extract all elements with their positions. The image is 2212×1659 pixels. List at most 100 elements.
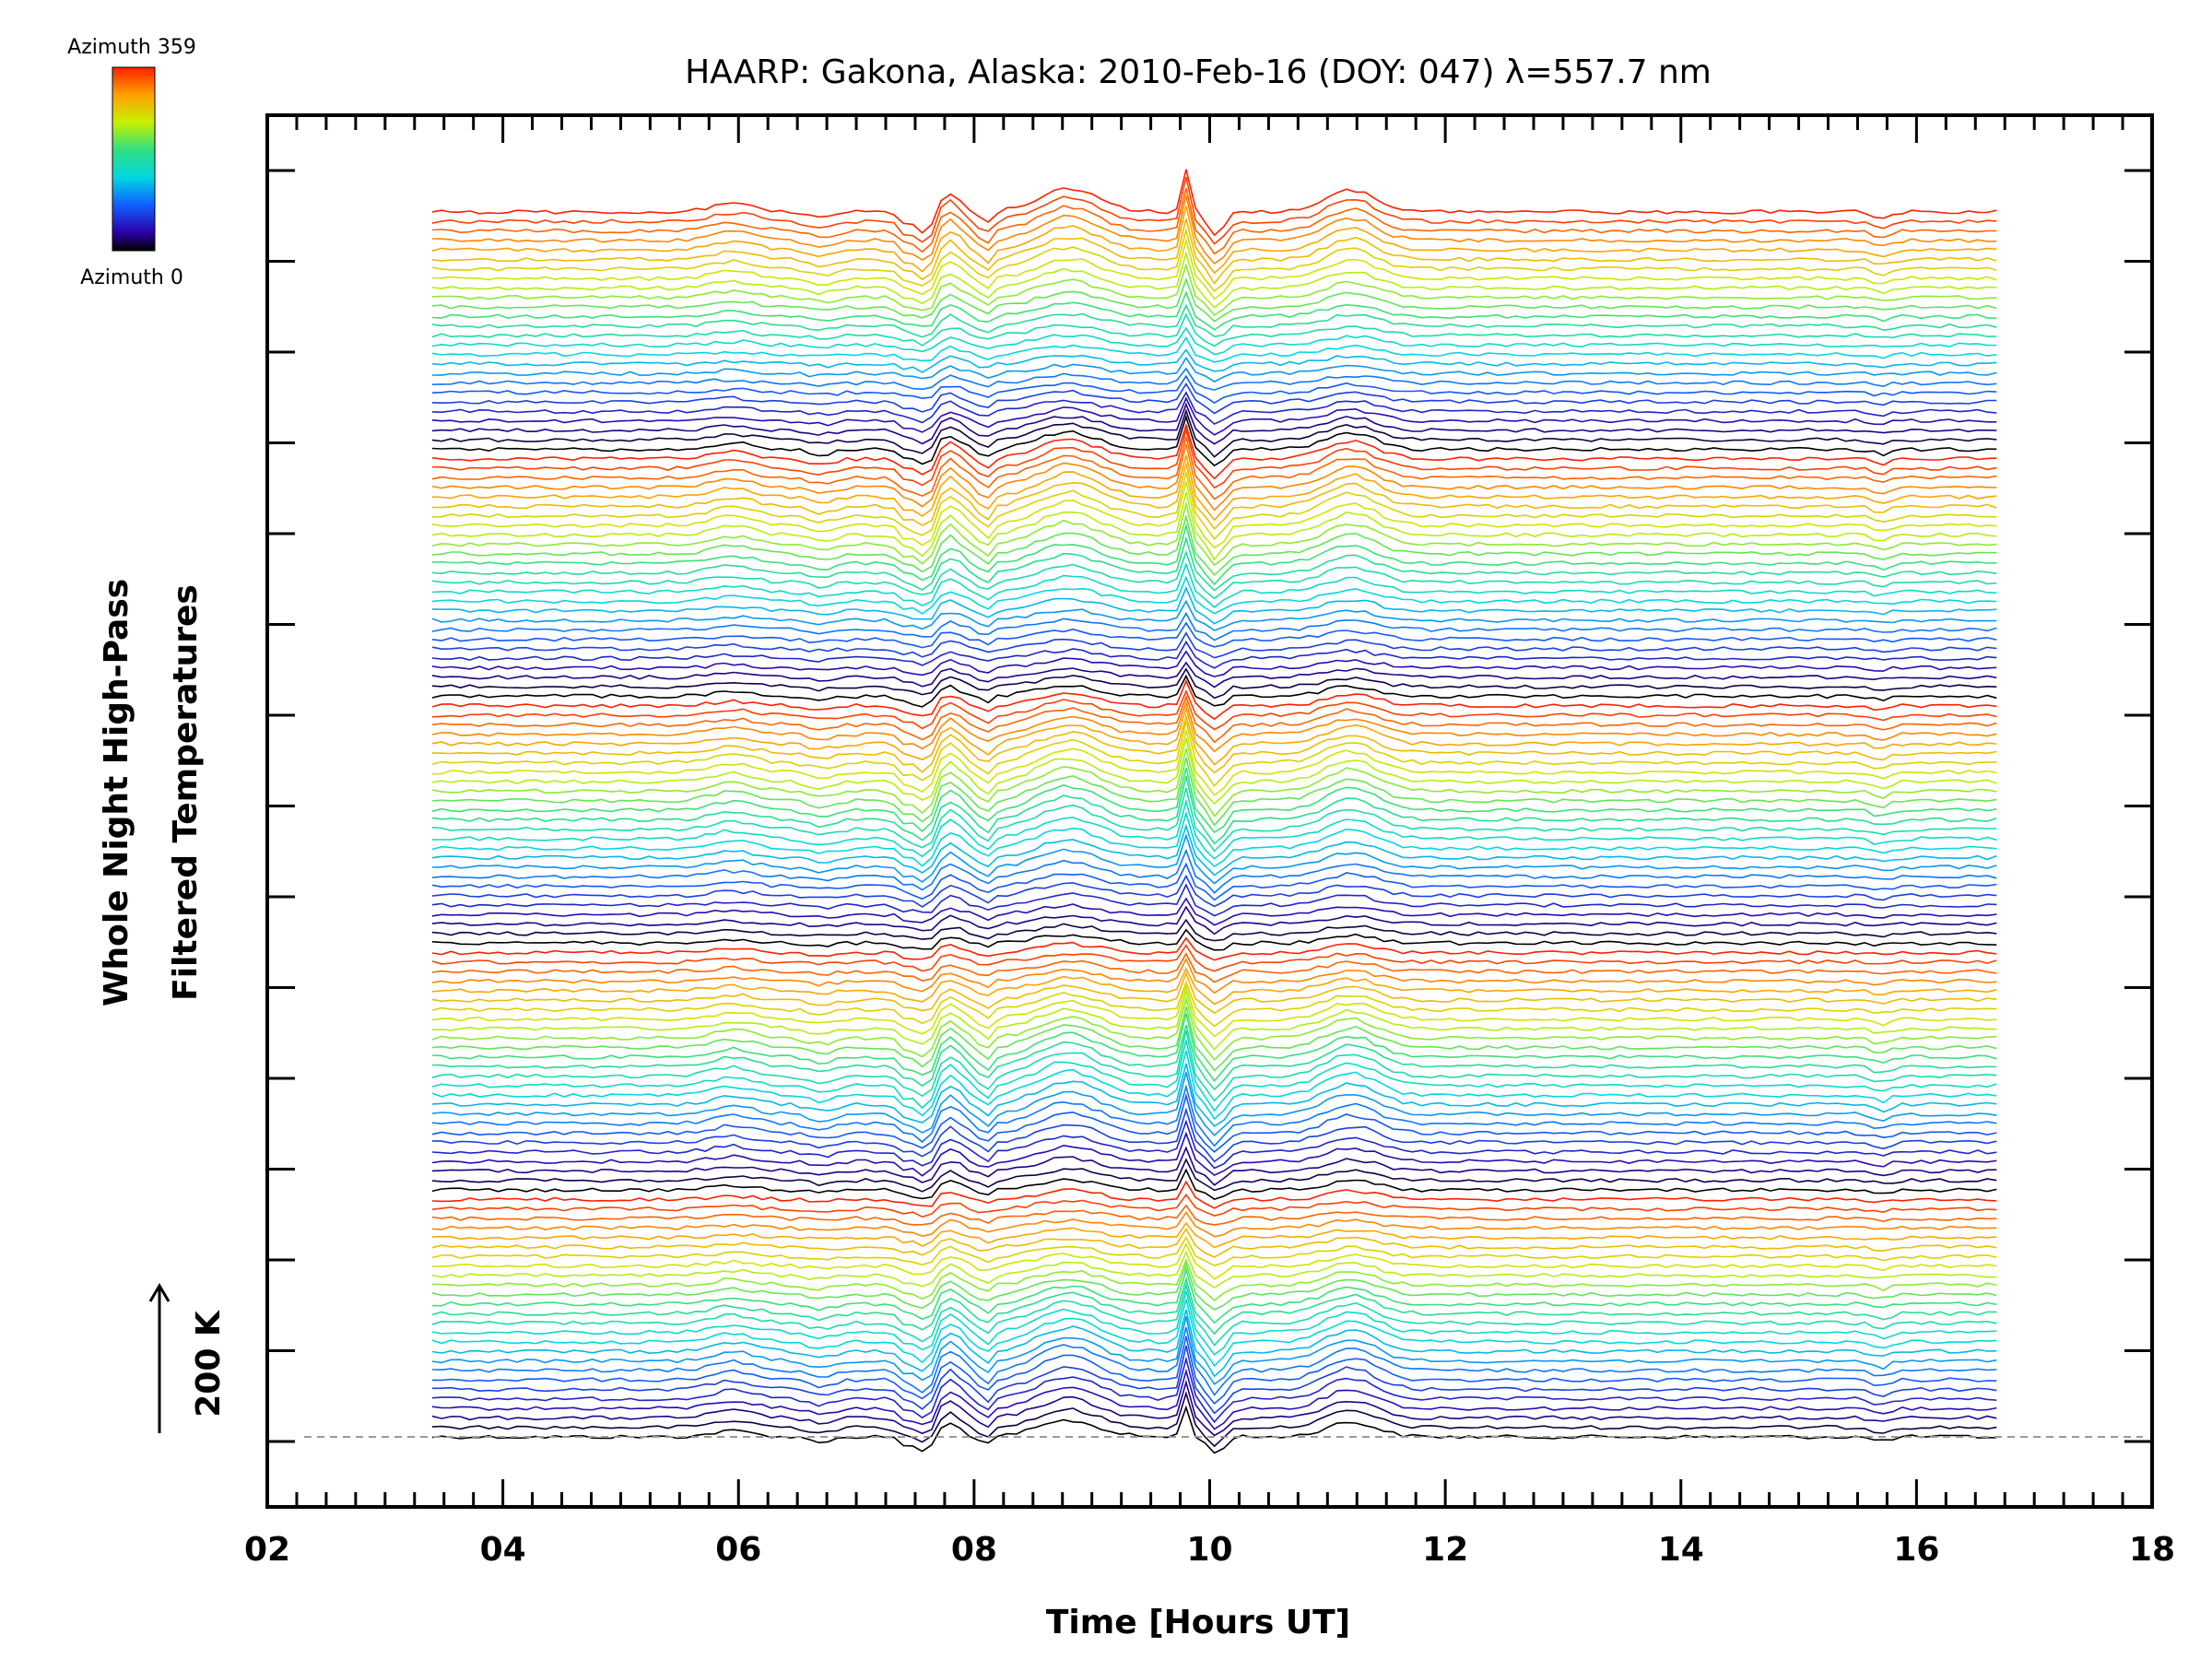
temperature-trace bbox=[431, 1072, 1997, 1136]
temperature-trace bbox=[431, 1168, 1997, 1200]
temperature-trace bbox=[431, 357, 1997, 383]
temperature-trace bbox=[431, 463, 1997, 530]
scale-bar: 200 K bbox=[148, 1283, 228, 1433]
temperature-trace bbox=[431, 640, 1997, 669]
temperature-trace bbox=[431, 218, 1997, 285]
temperature-trace bbox=[431, 414, 1997, 467]
temperature-trace bbox=[431, 491, 1997, 561]
temperature-trace bbox=[431, 1193, 1997, 1218]
temperature-trace bbox=[431, 169, 1997, 237]
temperature-trace bbox=[431, 787, 1997, 853]
temperature-trace bbox=[431, 905, 1997, 935]
temperature-trace bbox=[431, 348, 1997, 373]
temperature-trace bbox=[431, 1146, 1997, 1186]
temperature-trace bbox=[431, 996, 1997, 1061]
temperature-trace bbox=[431, 561, 1997, 608]
x-tick-labels: 02 04 06 08 10 12 14 16 18 bbox=[244, 1531, 2175, 1569]
temperature-trace bbox=[431, 988, 1997, 1051]
temperature-trace bbox=[431, 326, 1997, 356]
temperature-trace bbox=[431, 747, 1997, 818]
temperature-trace bbox=[431, 674, 1997, 708]
x-tick-label: 10 bbox=[1186, 1531, 1232, 1569]
temperature-trace bbox=[431, 971, 1997, 1015]
temperature-trace bbox=[431, 1309, 1997, 1378]
temperature-trace bbox=[431, 730, 1997, 796]
temperature-trace bbox=[431, 944, 1997, 972]
temperature-trace bbox=[431, 1013, 1997, 1082]
temperature-trace bbox=[431, 611, 1997, 641]
temperature-trace bbox=[431, 1335, 1997, 1406]
temperature-trace bbox=[431, 176, 1997, 245]
temperature-trace bbox=[431, 1227, 1997, 1258]
x-tick-label: 06 bbox=[715, 1531, 761, 1569]
temperature-trace bbox=[431, 1040, 1997, 1112]
chart-title: HAARP: Gakona, Alaska: 2010-Feb-16 (DOY:… bbox=[685, 53, 1712, 91]
x-tick-label: 04 bbox=[480, 1531, 526, 1569]
x-tick-label: 02 bbox=[244, 1531, 290, 1569]
x-tick-label: 14 bbox=[1658, 1531, 1704, 1569]
temperature-trace bbox=[431, 1282, 1997, 1347]
temperature-trace bbox=[431, 721, 1997, 787]
temperature-trace bbox=[431, 290, 1997, 331]
temperature-trace bbox=[431, 952, 1997, 983]
trace-group bbox=[431, 169, 1997, 1454]
temperature-trace bbox=[431, 336, 1997, 363]
temperature-trace bbox=[431, 1204, 1997, 1226]
temperature-trace bbox=[431, 535, 1997, 592]
temperature-trace bbox=[431, 237, 1997, 300]
temperature-trace bbox=[431, 513, 1997, 577]
temperature-trace bbox=[431, 585, 1997, 625]
temperature-trace bbox=[431, 883, 1997, 917]
x-tick-label: 16 bbox=[1893, 1531, 1939, 1569]
temperature-trace bbox=[431, 454, 1997, 522]
temperature-trace bbox=[431, 263, 1997, 316]
temperature-trace bbox=[431, 549, 1997, 600]
colorbar-gradient bbox=[112, 66, 156, 252]
scale-bar-label: 200 K bbox=[190, 1310, 228, 1418]
temperature-trace bbox=[431, 402, 1997, 445]
temperature-trace bbox=[431, 705, 1997, 766]
temperature-trace bbox=[431, 206, 1997, 275]
temperature-trace bbox=[431, 1221, 1997, 1249]
temperature-trace bbox=[431, 1158, 1997, 1193]
temperature-trace bbox=[431, 382, 1997, 415]
temperature-trace bbox=[431, 918, 1997, 942]
temperature-trace bbox=[431, 897, 1997, 926]
temperature-trace bbox=[431, 523, 1997, 586]
temperature-trace bbox=[431, 251, 1997, 309]
temperature-trace bbox=[431, 1131, 1997, 1177]
temperature-trace bbox=[431, 678, 1997, 721]
temperature-trace bbox=[431, 1316, 1997, 1385]
temperature-trace bbox=[431, 276, 1997, 323]
temperature-trace bbox=[431, 936, 1997, 961]
temperature-trace bbox=[431, 1250, 1997, 1288]
temperature-trace bbox=[431, 1119, 1997, 1170]
temperature-trace bbox=[431, 928, 1997, 951]
temperature-trace bbox=[431, 427, 1997, 489]
temperature-trace bbox=[431, 1290, 1997, 1356]
temperature-trace bbox=[431, 1030, 1997, 1102]
temperature-trace bbox=[431, 444, 1997, 512]
temperature-trace bbox=[431, 1211, 1997, 1238]
temperature-trace bbox=[431, 737, 1997, 806]
temperature-trace bbox=[431, 374, 1997, 405]
temperature-trace bbox=[431, 391, 1997, 426]
y-axis-label: Whole Night High-Pass Filtered Temperatu… bbox=[98, 579, 205, 1006]
temperature-trace bbox=[431, 776, 1997, 845]
temperature-trace bbox=[431, 1262, 1997, 1311]
temperature-trace bbox=[431, 650, 1997, 677]
temperature-trace bbox=[431, 1084, 1997, 1147]
temperature-trace bbox=[431, 980, 1997, 1028]
temperature-trace bbox=[431, 312, 1997, 347]
temperature-trace bbox=[431, 631, 1997, 659]
temperature-trace bbox=[431, 1356, 1997, 1424]
temperature-trace bbox=[431, 713, 1997, 774]
temperature-trace bbox=[431, 1346, 1997, 1415]
temperature-trace bbox=[431, 1391, 1997, 1448]
temperature-trace bbox=[431, 1267, 1997, 1324]
temperature-trace bbox=[431, 1180, 1997, 1209]
temperature-trace bbox=[431, 833, 1997, 885]
x-axis-label: Time [Hours UT] bbox=[1046, 1604, 1350, 1641]
temperature-trace bbox=[431, 195, 1997, 265]
